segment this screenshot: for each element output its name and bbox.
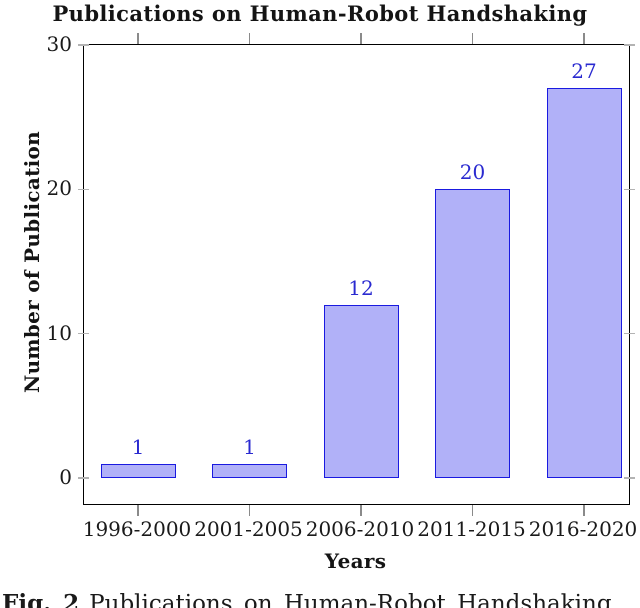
- x-tick-mark-top: [248, 33, 251, 44]
- bar-value-label: 1: [243, 434, 256, 459]
- y-tick-mark-right: [624, 44, 635, 46]
- y-tick-label: 20: [46, 176, 72, 201]
- bar-value-label: 20: [459, 160, 486, 185]
- x-tick-label: 2006-2010: [305, 517, 415, 541]
- bar: [323, 304, 399, 478]
- y-tick-mark-left: [78, 477, 89, 479]
- x-tick-mark-top: [471, 33, 474, 44]
- bar-value-label: 12: [348, 275, 374, 300]
- y-tick-label: 0: [59, 465, 72, 489]
- x-tick-mark-bottom: [471, 505, 474, 516]
- y-tick-mark-right: [624, 477, 635, 479]
- x-axis-label: Years: [324, 549, 387, 573]
- x-tick-label: 2011-2015: [417, 517, 526, 541]
- caption-text: Publications on Human-Robot Handshaking: [89, 591, 612, 608]
- x-tick-mark-bottom: [137, 505, 139, 516]
- bar: [546, 88, 622, 478]
- x-tick-label: 2001-2005: [194, 517, 303, 541]
- x-tick-mark-bottom: [360, 505, 362, 516]
- bar: [212, 463, 287, 478]
- plot-area: 1 1 12 20 27: [78, 33, 635, 516]
- caption-number: Fig. 2: [2, 590, 80, 608]
- y-axis-label: Number of Publication: [20, 130, 44, 394]
- y-tick-label: 10: [46, 320, 72, 345]
- figure-caption: Fig. 2 Publications on Human-Robot Handsh…: [2, 590, 638, 608]
- bar-value-label: 27: [571, 59, 597, 84]
- x-tick-mark-bottom: [583, 505, 585, 516]
- x-tick-label: 2016-2020: [528, 517, 638, 541]
- bar: [100, 463, 176, 478]
- x-tick-mark-top: [137, 33, 139, 44]
- x-tick-mark-top: [583, 33, 585, 44]
- bar-value-label: 1: [131, 434, 145, 459]
- x-tick-label: 1996-2000: [82, 517, 192, 541]
- y-tick-mark-right: [624, 188, 635, 191]
- chart-title: Publications on Human-Robot Handshaking: [52, 1, 588, 26]
- x-tick-mark-top: [360, 33, 362, 44]
- bar: [435, 189, 510, 478]
- y-tick-mark-right: [624, 332, 635, 335]
- y-tick-mark-left: [78, 332, 89, 335]
- x-tick-mark-bottom: [248, 505, 251, 516]
- y-tick-mark-left: [78, 188, 89, 191]
- y-tick-mark-left: [78, 44, 89, 46]
- y-tick-label: 30: [46, 32, 72, 56]
